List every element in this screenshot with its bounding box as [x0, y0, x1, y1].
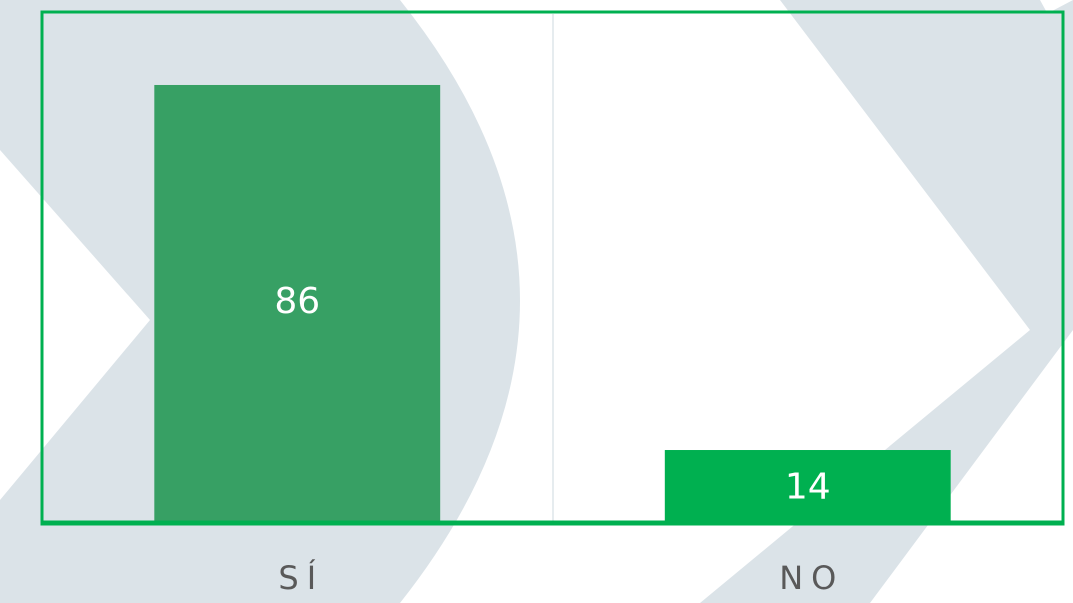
- watermark-right: [700, 0, 1073, 603]
- plot-frame: [40, 10, 1065, 526]
- bar: [664, 450, 951, 521]
- value-label: 86: [274, 281, 320, 322]
- x-tick-label: NO: [779, 559, 844, 597]
- bar: [154, 84, 441, 521]
- x-tick-label: SÍ: [278, 559, 324, 597]
- value-label: 14: [785, 467, 831, 508]
